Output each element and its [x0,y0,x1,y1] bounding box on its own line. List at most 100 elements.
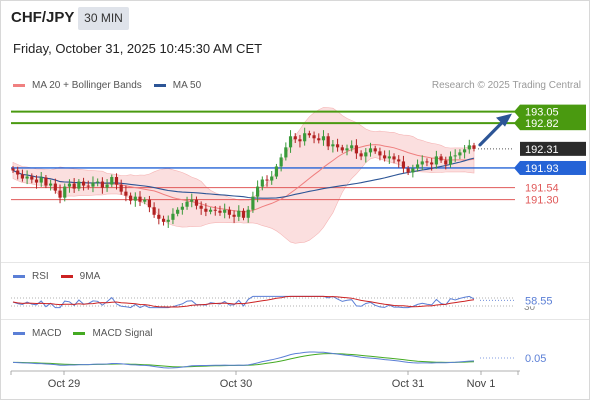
rsi-value-label-bg [521,294,555,307]
x-axis-tick-label: Oct 30 [220,378,252,390]
candle-body [124,191,128,196]
candle-body [373,148,377,152]
price-tag-target-1: 192.82 [525,118,559,130]
candle-body [129,195,133,201]
candle-body [312,135,316,139]
candle-body [354,145,358,154]
candle-body [340,147,344,151]
candle-body [241,210,246,218]
candle-body [44,177,48,186]
candle-body [274,166,279,177]
legend-label-macd: MACD [32,328,62,339]
candle-body [453,155,457,157]
candle-body [208,209,213,212]
panel-separator-rsi [1,262,589,263]
candle-body [133,196,137,201]
candle-body [227,209,231,215]
candle-body [345,148,349,151]
candle-body [472,145,476,149]
candle-body [383,155,387,159]
price-tag-pivot-bg [520,160,586,175]
candle-body [439,156,443,161]
legend-swatch-rsi-9ma [60,275,73,278]
candle-body [462,149,467,153]
forecast-arrow-head [496,113,512,127]
candle-body [317,138,321,141]
candle-body [39,177,43,183]
legend-label-ma50: MA 50 [172,80,202,91]
candle-body [326,136,330,147]
candle-body [96,181,100,183]
price-tag-pointer [514,104,520,119]
price-tag-pointer [514,116,520,131]
candle-body [11,168,15,171]
rsi-tick-30: 30 [524,302,536,313]
x-axis-tick-label: Oct 29 [48,378,80,390]
candle-body [387,156,391,159]
candle-body [303,133,307,142]
candle-body [204,208,208,212]
forecast-arrow-shaft [478,119,506,147]
candle-body [81,181,86,186]
candle-body [279,157,283,167]
candle-body [406,168,410,173]
candle-body [77,181,81,189]
candle-body [180,206,184,210]
candle-body [430,162,434,165]
macd-value-label: 0.05 [525,353,546,365]
candle-body [350,145,354,149]
candle-body [467,145,471,150]
candle-body [119,184,123,192]
candle-body [411,168,415,173]
candle-body [176,209,180,214]
legend-label-rsi-9ma: 9MA [79,271,101,282]
candle-body [444,160,448,165]
candle-body [256,186,260,197]
rsi-value-label: 58.55 [525,295,553,307]
candle-body [335,144,340,148]
candle-body [448,156,453,165]
price-legend: MA 20 + Bollinger Bands MA 50 [13,80,201,91]
candle-body [91,182,95,187]
candle-body [147,199,152,208]
bollinger-band [12,107,475,244]
candle-body [359,153,363,157]
candle-body [49,183,53,186]
price-tag-target-0: 193.05 [525,107,559,119]
candle-body [138,196,142,202]
x-axis-tick-label: Nov 1 [467,378,496,390]
price-tag-pointer [514,160,520,175]
candle-body [199,205,203,209]
legend-swatch-macd-signal [73,332,86,335]
candle-body [415,164,420,169]
candle-body [307,133,311,136]
candle-body [63,186,67,198]
legend-label-rsi: RSI [32,271,49,282]
candle-body [364,152,368,157]
legend-swatch-rsi [13,275,25,278]
candle-body [368,148,373,153]
candle-body [223,209,227,213]
candle-body [72,183,76,189]
candle-body [20,174,25,179]
timeframe-badge[interactable]: 30 MIN [78,7,129,30]
candle-body [16,170,20,175]
price-tag-pivot-3: 191.93 [525,163,559,175]
candle-body [218,210,222,213]
candle-body [397,159,401,162]
candle-body [166,219,170,222]
candle-body [237,210,241,217]
candle-body [25,176,29,179]
candle-body [458,152,462,156]
candle-body [171,213,175,220]
candle-body [293,136,297,140]
rsi-9ma-line [12,295,475,308]
legend-swatch-ma20 [13,84,25,87]
candle-body [260,179,264,187]
candle-body [30,176,34,180]
candle-body [270,176,274,181]
candle-body [105,184,109,188]
candles-group [11,127,476,228]
candle-body [284,147,288,158]
candle-body [100,181,104,188]
